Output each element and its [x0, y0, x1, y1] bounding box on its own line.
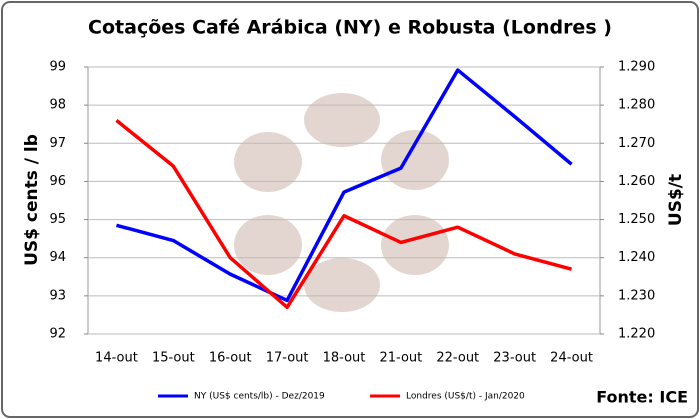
x-tick-label: 21-out [380, 351, 423, 366]
legend-label: NY (US$ cents/lb) - Dez/2019 [194, 392, 325, 402]
x-tick-label: 16-out [209, 351, 252, 366]
legend-label: Londres (US$/t) - Jan/2020 [406, 392, 525, 402]
y-tick-label: 96 [49, 174, 66, 189]
y2-tick-label: 1.230 [618, 288, 655, 303]
source: Fonte: ICE [596, 388, 688, 407]
y2-tick-label: 1.280 [618, 98, 655, 113]
y2-axis-label: US$/t [666, 174, 686, 226]
y-tick-label: 95 [49, 212, 66, 227]
x-tick-label: 17-out [266, 351, 309, 366]
y2-tick-label: 1.250 [618, 212, 655, 227]
y-axis-label: US$ cents / lb [22, 134, 42, 266]
x-tick-label: 23-out [493, 351, 536, 366]
x-tick-label: 18-out [323, 351, 366, 366]
y-tick-label: 93 [49, 288, 66, 303]
series-line [115, 68, 573, 303]
y2-tick-label: 1.290 [618, 60, 655, 75]
series-line [115, 119, 573, 310]
y-tick-label: 98 [49, 98, 66, 113]
x-tick-label: 24-out [550, 351, 593, 366]
y-tick-label: 99 [49, 60, 66, 75]
y2-tick-label: 1.270 [618, 136, 655, 151]
x-tick-label: 22-out [436, 351, 479, 366]
y2-tick-label: 1.240 [618, 250, 655, 265]
y2-tick-label: 1.260 [618, 174, 655, 189]
x-tick-label: 15-out [152, 351, 195, 366]
chart-title: Cotações Café Arábica (NY) e Robusta (Lo… [88, 17, 612, 39]
y-tick-label: 94 [49, 250, 66, 265]
x-tick-label: 14-out [95, 351, 138, 366]
y-tick-label: 97 [49, 136, 66, 151]
background-beans [234, 93, 449, 312]
y-tick-label: 92 [49, 327, 66, 342]
y2-tick-label: 1.220 [618, 327, 655, 342]
